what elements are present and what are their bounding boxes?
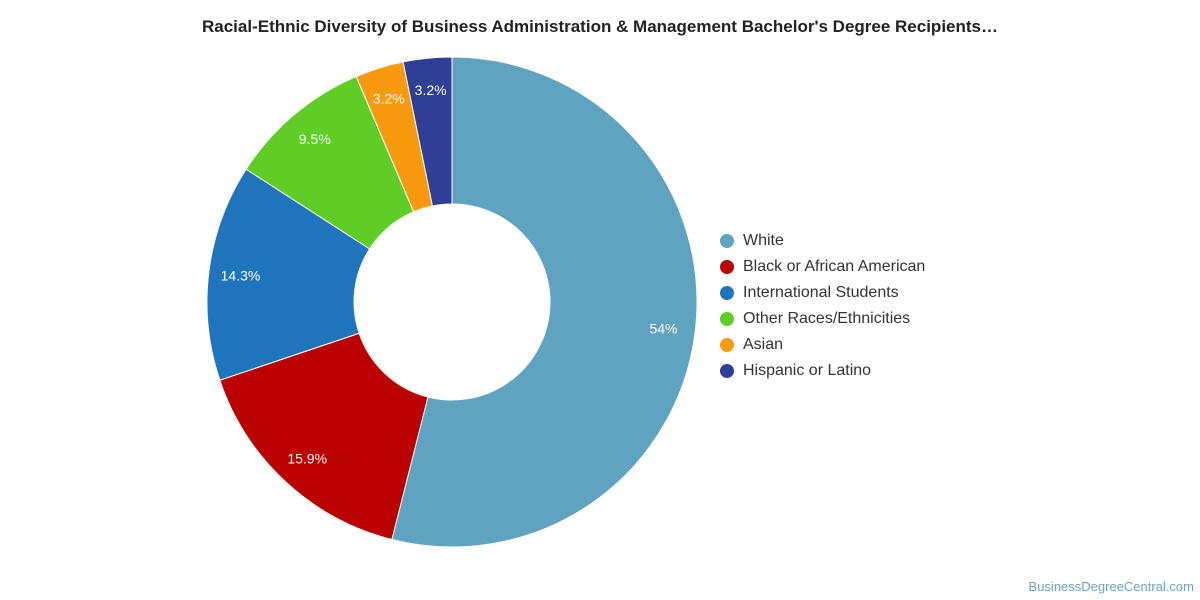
legend-label: Asian [743, 336, 784, 353]
legend-swatch [720, 234, 734, 248]
slice-label: 9.5% [299, 131, 331, 147]
legend-item[interactable]: White [720, 228, 925, 254]
legend-item[interactable]: Asian [720, 332, 925, 358]
slice-hispanic-or-latino[interactable] [402, 56, 453, 207]
legend-item[interactable]: Hispanic or Latino [720, 358, 925, 384]
legend-label: Other Races/Ethnicities [743, 310, 911, 327]
legend-label: White [743, 232, 784, 249]
legend-swatch [720, 338, 734, 352]
slice-white[interactable] [391, 56, 698, 548]
legend-item[interactable]: International Students [720, 280, 925, 306]
slice-label: 15.9% [287, 450, 327, 466]
legend-swatch [720, 260, 734, 274]
legend-swatch [720, 286, 734, 300]
legend: White Black or African American Internatio… [720, 228, 925, 384]
slice-international-students[interactable] [206, 168, 371, 381]
legend-label: International Students [743, 284, 899, 301]
legend-swatch [720, 364, 734, 378]
legend-label: Hispanic or Latino [743, 362, 872, 379]
slice-label: 54% [649, 320, 677, 336]
source-credit[interactable]: BusinessDegreeCentral.com [1028, 579, 1194, 594]
slice-label: 3.2% [415, 82, 447, 98]
slice-black-or-african-american[interactable] [219, 332, 429, 541]
legend-item[interactable]: Black or African American [720, 254, 925, 280]
legend-swatch [720, 312, 734, 326]
slice-label: 3.2% [373, 90, 405, 106]
slice-label: 14.3% [221, 268, 261, 284]
legend-item[interactable]: Other Races/Ethnicities [720, 306, 925, 332]
legend-label: Black or African American [743, 258, 926, 275]
chart-title: Racial-Ethnic Diversity of Business Admi… [201, 17, 998, 36]
